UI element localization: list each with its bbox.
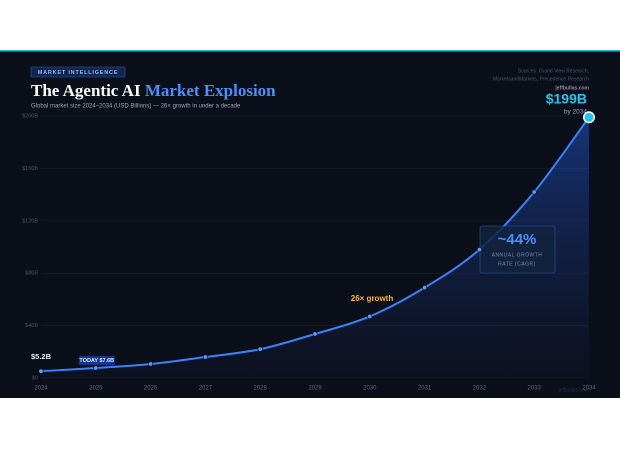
point	[148, 361, 154, 367]
point	[367, 313, 373, 319]
value-tag	[78, 356, 115, 365]
badge-text: MARKET INTELLIGENCE	[38, 70, 119, 76]
x-tick-label: 2024	[34, 386, 48, 392]
y-tick-label: $120B	[22, 218, 38, 224]
top-border	[0, 50, 620, 52]
y-tick-label: $80B	[25, 271, 38, 277]
badge	[30, 66, 126, 78]
title-main: The Agentic AI	[31, 81, 141, 100]
area	[41, 117, 589, 378]
x-tick-label: 2032	[473, 386, 487, 392]
point	[584, 112, 594, 122]
x-tick-label: 2034	[582, 386, 596, 392]
end-note: by 2034	[564, 109, 588, 116]
point	[202, 354, 208, 360]
value-label: $5.2B	[31, 352, 52, 361]
value-label: TODAY $7.6B	[79, 358, 114, 364]
point	[422, 285, 428, 291]
x-tick-label: 2030	[363, 386, 377, 392]
x-tick-label: 2029	[308, 386, 322, 392]
point	[476, 247, 482, 253]
cagr-value: ~44%	[498, 231, 537, 248]
y-tick-label: $40B	[25, 323, 38, 329]
source: MarketsandMarkets, Precedence Research	[493, 76, 589, 82]
x-tick-label: 2026	[144, 386, 158, 392]
x-tick-label: 2028	[254, 386, 268, 392]
y-tick-label: $200B	[22, 113, 38, 119]
x-tick-label: 2027	[199, 386, 213, 392]
title-highlight: Market Explosion	[145, 81, 276, 100]
point	[257, 346, 263, 352]
watermark: jeffbullas.com	[558, 387, 589, 393]
site: jeffbullas.com	[554, 85, 589, 91]
y-tick-label: $160B	[22, 166, 38, 172]
x-tick-label: 2033	[528, 386, 542, 392]
chart-title: The Agentic AI Market Explosion	[31, 81, 276, 100]
point	[93, 365, 99, 371]
point	[312, 331, 318, 337]
y-tick-label: $0	[32, 375, 38, 381]
x-tick-label: 2031	[418, 386, 432, 392]
cagr-label: RATE (CAGR)	[498, 261, 536, 267]
source: Sources: Grand View Research,	[518, 68, 589, 74]
point	[38, 368, 44, 374]
cagr-label: ANNUAL GROWTH	[492, 252, 543, 258]
line	[40, 116, 590, 373]
plot: $0 $40B $80B $120B $160B $200B 2024 2025 2026 202…	[22, 113, 596, 391]
subtitle: Global market size 2024–2034 (USD Billio…	[31, 104, 241, 110]
growth-note: 26× growth	[351, 294, 394, 303]
x-tick-label: 2025	[89, 386, 103, 392]
point	[531, 189, 537, 195]
value-label: $199B	[546, 91, 587, 107]
